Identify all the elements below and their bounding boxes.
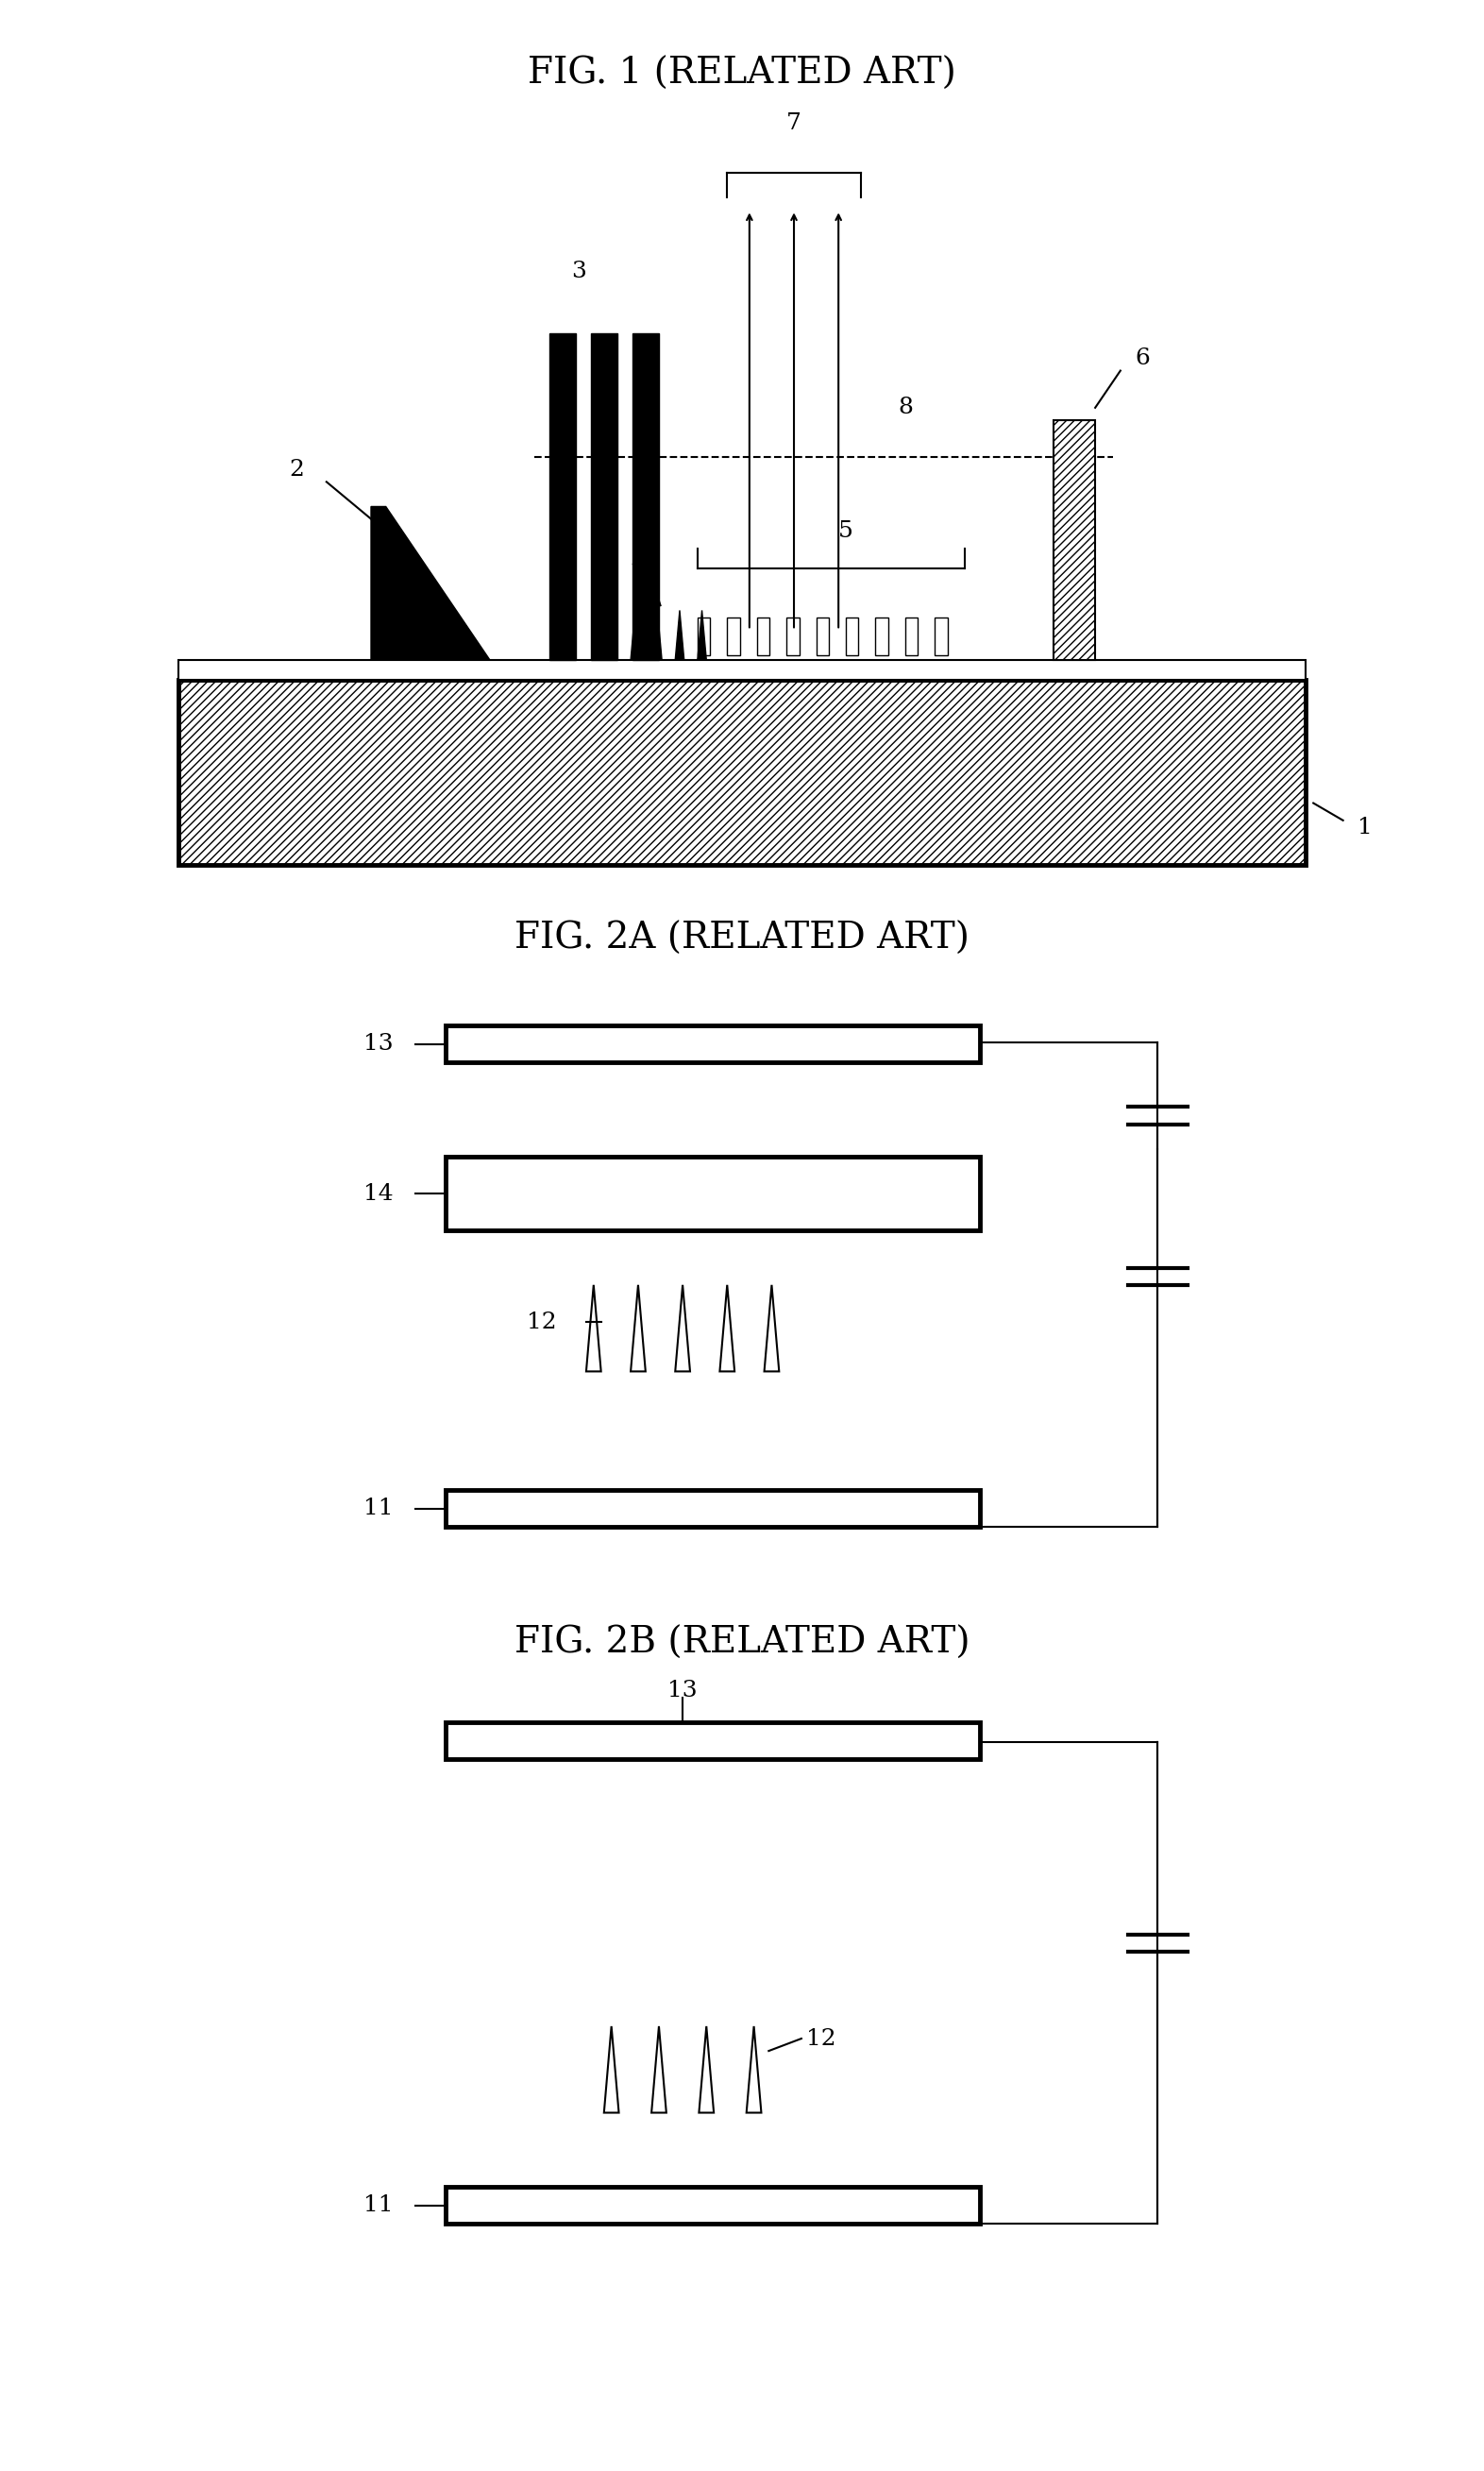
Text: 6: 6 [1135, 348, 1150, 368]
Text: 5: 5 [838, 521, 853, 541]
Text: FIG. 2B (RELATED ART): FIG. 2B (RELATED ART) [513, 1626, 971, 1661]
Text: 11: 11 [364, 1497, 393, 1520]
Bar [445, 1156, 979, 1231]
Polygon shape [631, 610, 640, 660]
Polygon shape [675, 610, 684, 660]
Text: 1: 1 [1358, 818, 1373, 838]
Bar [757, 618, 770, 655]
Text: 8: 8 [898, 398, 913, 418]
Bar [445, 1025, 979, 1063]
Bar [876, 618, 889, 655]
Bar [846, 618, 859, 655]
Bar [697, 618, 711, 655]
Text: 2: 2 [289, 460, 304, 479]
Bar [445, 1490, 979, 1527]
Text: FIG. 1 (RELATED ART): FIG. 1 (RELATED ART) [528, 57, 956, 91]
Text: 3: 3 [571, 262, 586, 282]
Text: 13: 13 [364, 1033, 393, 1055]
Text: 14: 14 [364, 1184, 393, 1203]
Text: 11: 11 [364, 2194, 393, 2216]
Text: 4: 4 [631, 554, 646, 573]
Text: 7: 7 [787, 114, 801, 133]
Bar [591, 334, 617, 660]
Bar [727, 618, 741, 655]
Bar [1054, 420, 1095, 660]
Text: FIG. 2A (RELATED ART): FIG. 2A (RELATED ART) [515, 922, 969, 956]
Bar [445, 2187, 979, 2224]
Polygon shape [697, 610, 706, 660]
Text: 13: 13 [668, 1680, 697, 1700]
Text: 12: 12 [806, 2029, 835, 2048]
Bar [816, 618, 828, 655]
Bar [178, 680, 1306, 865]
Bar [178, 660, 1306, 680]
Bar [905, 618, 919, 655]
Bar [787, 618, 800, 655]
Text: 12: 12 [527, 1312, 556, 1332]
Bar [632, 334, 659, 660]
Bar [549, 334, 576, 660]
Bar [445, 1722, 979, 1759]
Polygon shape [371, 507, 490, 660]
Polygon shape [653, 610, 662, 660]
Bar [935, 618, 948, 655]
